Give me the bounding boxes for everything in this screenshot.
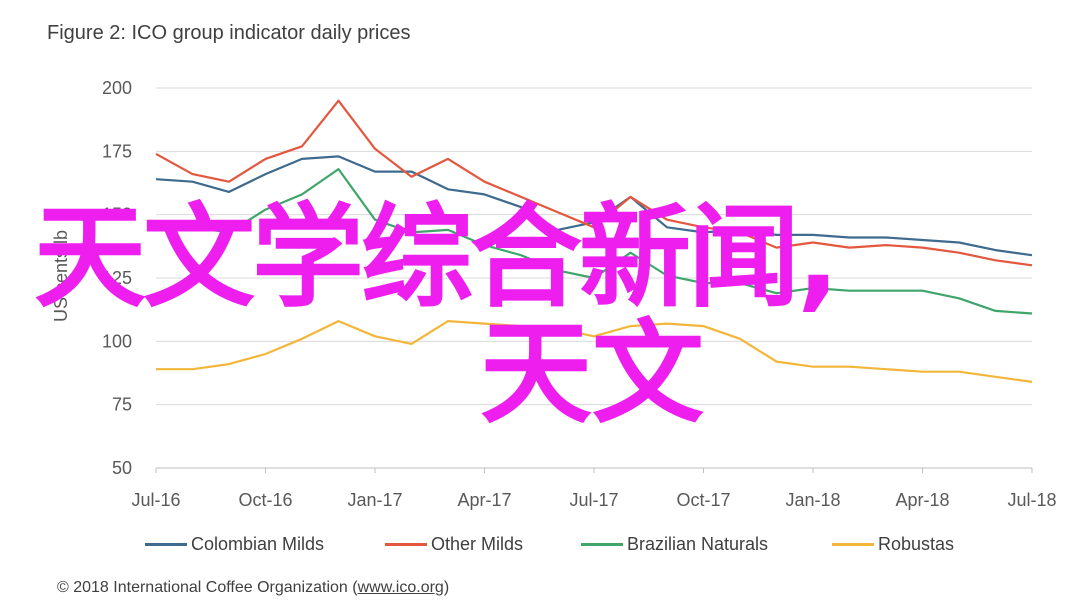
y-tick-label: 200 (102, 78, 132, 98)
series-line-robustas (156, 320, 1033, 383)
footer-link[interactable]: www.ico.org (357, 579, 444, 596)
chart-title: Figure 2: ICO group indicator daily pric… (47, 22, 411, 44)
footer-suffix: ) (443, 579, 450, 596)
legend-swatch (581, 543, 623, 546)
x-tick-label: Jan-18 (785, 490, 840, 510)
chart-legend: Colombian Milds Other Milds Brazilian Natu… (0, 534, 1080, 560)
x-tick-label: Apr-18 (895, 490, 949, 510)
y-tick-label: 175 (102, 141, 132, 161)
legend-label: Other Milds (431, 534, 524, 554)
x-tick-label: Oct-17 (676, 490, 730, 510)
x-tick-label: Apr-17 (457, 490, 511, 510)
legend-swatch (832, 543, 874, 546)
series-line-brazilian-naturals (155, 168, 1033, 315)
legend-swatch (145, 543, 187, 546)
y-tick-label: 75 (112, 395, 132, 415)
line-chart: 200 175 150 125 100 75 50 Jul-16 Oct-16 Jan-17 Apr… (51, 78, 1057, 510)
y-tick-label: 50 (112, 458, 132, 478)
y-tick-label: 100 (102, 331, 132, 351)
series-line-colombian-milds (155, 155, 1033, 257)
legend-item: Robustas (832, 534, 954, 555)
legend-label: Brazilian Naturals (627, 534, 769, 554)
x-tick-label: Jul-16 (131, 490, 180, 510)
series-layer (155, 99, 1033, 383)
axis-layer: 200 175 150 125 100 75 50 Jul-16 Oct-16 Jan-17 Apr… (102, 78, 1057, 510)
series-line-other-milds (155, 99, 1033, 267)
legend-item: Brazilian Naturals (581, 534, 768, 555)
x-tick-label: Jul-18 (1007, 490, 1056, 510)
legend-item: Colombian Milds (145, 534, 324, 555)
x-tick-label: Oct-16 (238, 490, 292, 510)
x-tick-label: Jul-17 (569, 490, 618, 510)
footer-prefix: © 2018 International Coffee Organization… (57, 579, 358, 596)
legend-swatch (385, 543, 427, 546)
legend-item: Other Milds (385, 534, 523, 555)
y-tick-label: 125 (102, 268, 132, 288)
legend-label: Colombian Milds (191, 534, 325, 554)
copyright-footer: © 2018 International Coffee Organization… (57, 579, 449, 597)
y-axis-label: US cents/lb (51, 230, 71, 322)
legend-label: Robustas (878, 534, 955, 554)
x-tick-label: Jan-17 (347, 490, 402, 510)
y-tick-label: 150 (102, 205, 132, 225)
